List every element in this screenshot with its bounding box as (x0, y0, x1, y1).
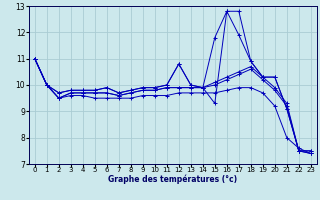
X-axis label: Graphe des températures (°c): Graphe des températures (°c) (108, 175, 237, 184)
